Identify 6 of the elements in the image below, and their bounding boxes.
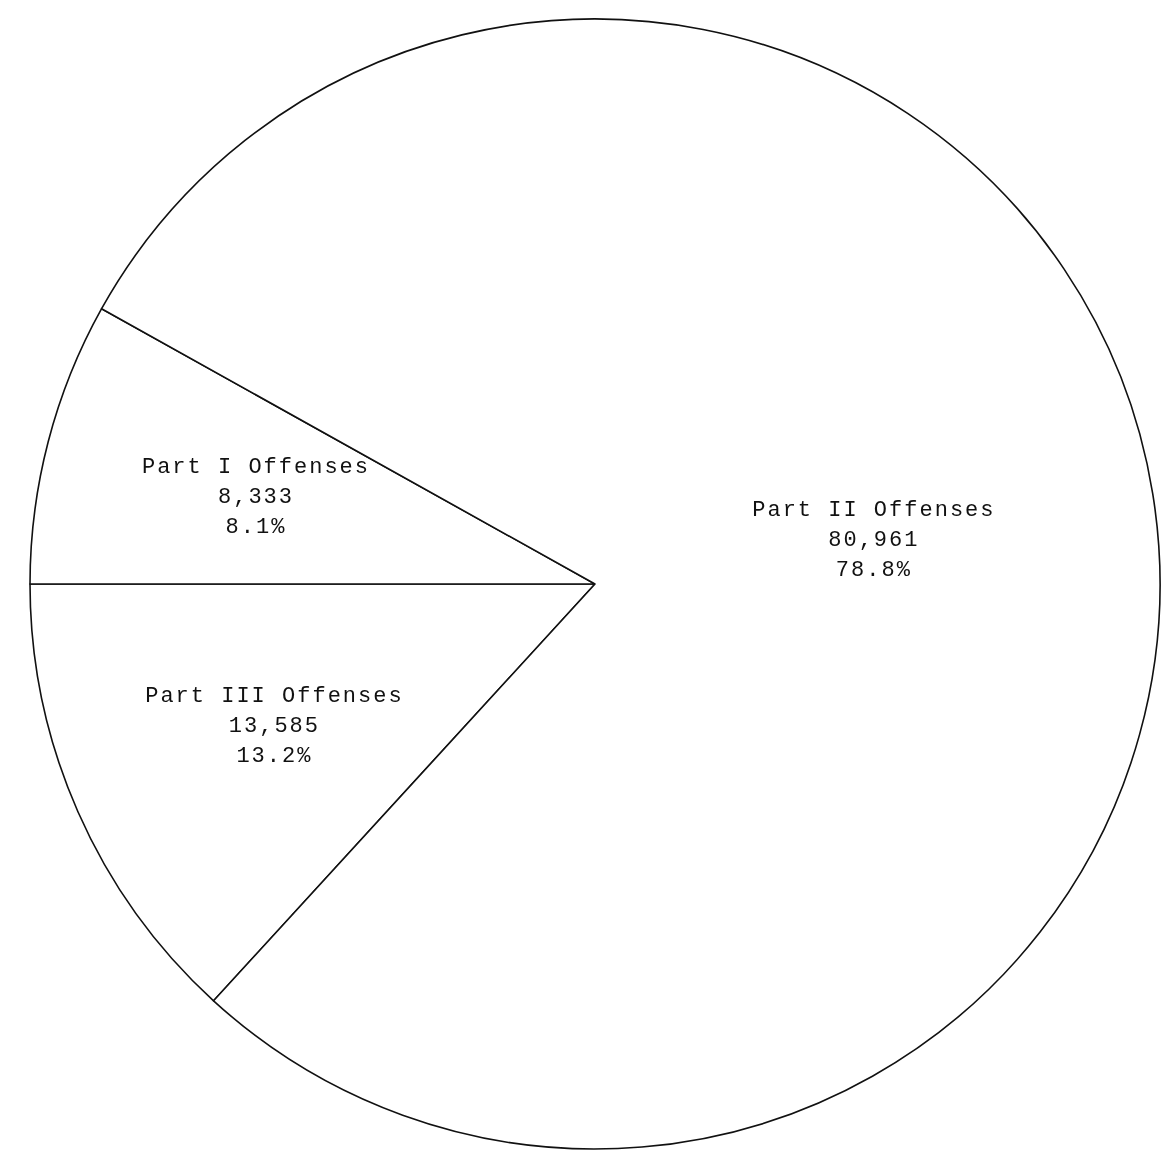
slice-label: Part III Offenses [145, 684, 404, 710]
slice-label: Part II Offenses [752, 497, 996, 523]
data-label: 8,333 8.1% [217, 484, 294, 540]
data-label: 13,585 13.2% [228, 714, 321, 770]
data-label: 80,961 78.8% [828, 527, 920, 583]
slice-label: Part I Offenses [141, 454, 370, 480]
